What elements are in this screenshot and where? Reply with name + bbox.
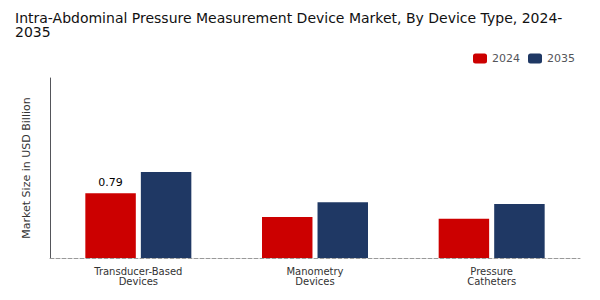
svg-text:Transducer-Based: Transducer-Based [94,265,183,277]
svg-text:2024: 2024 [492,52,520,65]
svg-text:Intra-Abdominal Pressure Measu: Intra-Abdominal Pressure Measurement Dev… [15,10,562,26]
svg-text:Devices: Devices [119,276,158,287]
svg-text:Catheters: Catheters [467,276,516,287]
svg-text:Market Size in USD Billion: Market Size in USD Billion [20,97,33,238]
svg-text:0.79: 0.79 [98,176,123,189]
svg-text:Devices: Devices [295,276,334,287]
svg-text:2035: 2035 [547,52,575,65]
svg-text:2035: 2035 [15,24,51,40]
svg-text:Manometry: Manometry [286,265,344,277]
svg-text:Pressure: Pressure [470,265,513,277]
